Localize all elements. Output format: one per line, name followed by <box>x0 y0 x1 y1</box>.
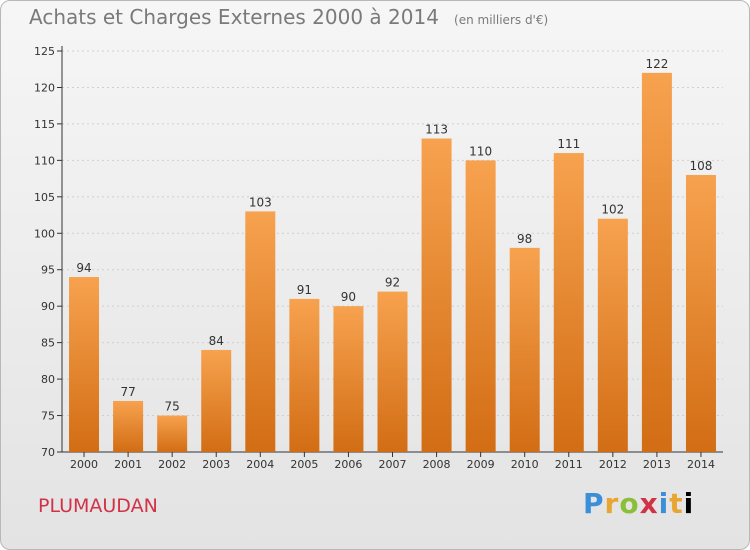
y-tick-label: 115 <box>34 118 55 131</box>
y-tick-label: 95 <box>41 264 55 277</box>
logo-letter: r <box>604 487 620 520</box>
data-label-2003: 84 <box>209 334 224 348</box>
bars <box>69 72 716 453</box>
logo-letter: i <box>658 487 670 520</box>
x-tick-label-2002: 2002 <box>158 458 186 471</box>
y-tick-label: 80 <box>41 373 55 386</box>
x-tick-label-2007: 2007 <box>379 458 407 471</box>
bar-2008 <box>421 138 452 452</box>
logo-letter: i <box>683 487 695 520</box>
logo-letter: P <box>583 487 605 520</box>
logo-letter: x <box>639 487 659 520</box>
y-tick-label: 110 <box>34 154 55 167</box>
data-label-2004: 103 <box>249 195 272 209</box>
chart-subtitle: (en milliers d'€) <box>454 13 549 27</box>
x-tick-label-2009: 2009 <box>467 458 495 471</box>
chart-title: Achats et Charges Externes 2000 à 2014 (… <box>29 5 548 29</box>
bar-2007 <box>377 291 408 452</box>
bar-2014 <box>685 174 716 453</box>
y-tick-label: 90 <box>41 300 55 313</box>
y-tick-label: 75 <box>41 410 55 423</box>
y-tick-label: 120 <box>34 81 55 94</box>
bar-2011 <box>553 153 584 452</box>
x-tick-label-2013: 2013 <box>643 458 671 471</box>
data-label-2000: 94 <box>76 261 91 275</box>
data-label-2005: 91 <box>297 283 312 297</box>
data-label-2007: 92 <box>385 276 400 290</box>
y-tick-label: 100 <box>34 227 55 240</box>
data-label-2009: 110 <box>469 144 492 158</box>
bar-2004 <box>245 211 276 452</box>
commune-name: PLUMAUDAN <box>38 495 158 517</box>
y-tick-label: 70 <box>41 446 55 459</box>
y-tick-label: 85 <box>41 337 55 350</box>
proxiti-logo: Proxiti <box>583 487 694 520</box>
data-label-2002: 75 <box>165 400 180 414</box>
x-tick-label-2001: 2001 <box>114 458 142 471</box>
data-label-2011: 111 <box>557 137 580 151</box>
logo-letter: o <box>619 487 640 520</box>
x-tick-label-2004: 2004 <box>246 458 274 471</box>
data-label-2010: 98 <box>517 232 532 246</box>
data-label-2001: 77 <box>120 385 135 399</box>
x-tick-label-2006: 2006 <box>334 458 362 471</box>
x-tick-label-2012: 2012 <box>599 458 627 471</box>
bar-2010 <box>509 247 540 452</box>
data-label-2012: 102 <box>601 203 624 217</box>
bar-2006 <box>333 306 364 452</box>
data-label-2006: 90 <box>341 290 356 304</box>
bar-2002 <box>157 415 188 452</box>
bar-2001 <box>113 400 144 452</box>
bar-2012 <box>597 218 628 452</box>
bar-2003 <box>201 349 232 452</box>
chart-title-text: Achats et Charges Externes 2000 à 2014 <box>29 5 439 29</box>
bar-2009 <box>465 160 496 452</box>
data-labels: 94 77 75 84 103 91 90 92 113 110 98 111 102 122 108 <box>76 57 712 414</box>
x-tick-label-2003: 2003 <box>202 458 230 471</box>
x-tick-label-2014: 2014 <box>687 458 715 471</box>
data-label-2013: 122 <box>645 57 668 71</box>
logo-letter: t <box>669 487 684 520</box>
x-tick-label-2010: 2010 <box>511 458 539 471</box>
bar-2013 <box>641 72 672 452</box>
x-tick-label-2008: 2008 <box>423 458 451 471</box>
x-tick-label-2000: 2000 <box>70 458 98 471</box>
x-tick-label-2011: 2011 <box>555 458 583 471</box>
y-tick-label: 125 <box>34 45 55 58</box>
bar-2005 <box>289 298 320 452</box>
y-tick-label: 105 <box>34 191 55 204</box>
x-tick-label-2005: 2005 <box>290 458 318 471</box>
data-label-2014: 108 <box>690 159 713 173</box>
bar-2000 <box>69 277 100 452</box>
data-label-2008: 113 <box>425 122 448 136</box>
